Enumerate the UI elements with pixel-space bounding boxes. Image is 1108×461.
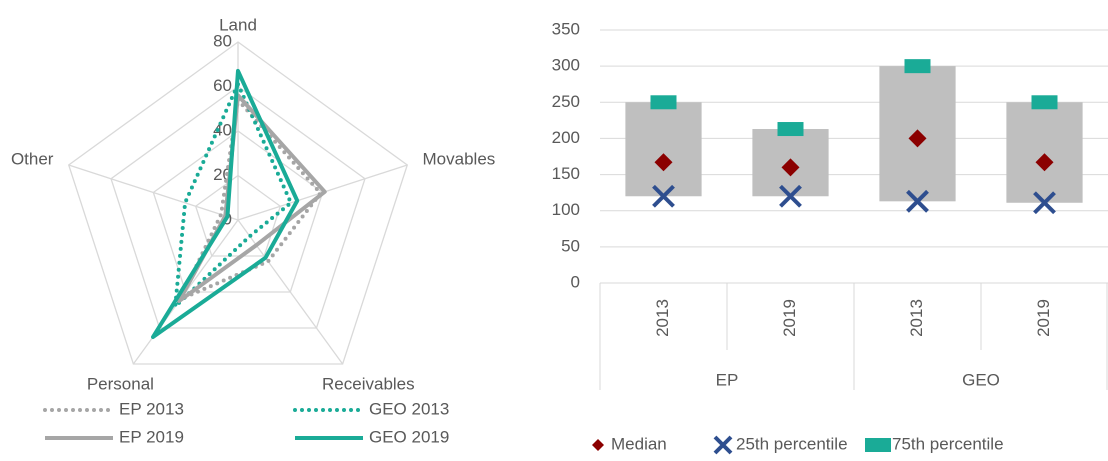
series-line xyxy=(178,97,323,302)
legend-label: GEO 2013 xyxy=(369,399,449,418)
x-tick-label: 2019 xyxy=(1034,299,1053,337)
legend-label: GEO 2019 xyxy=(369,427,449,446)
series-line xyxy=(150,68,300,340)
marker xyxy=(908,129,927,148)
legend-swatch xyxy=(592,439,604,451)
y-tick-label: 200 xyxy=(552,128,580,147)
legend-label: 75th percentile xyxy=(892,434,1004,453)
legend-label: 25th percentile xyxy=(736,434,848,453)
grid-ring xyxy=(110,85,366,329)
y-tick-label: 350 xyxy=(552,19,580,38)
marker xyxy=(654,153,673,172)
y-tick-label: 0 xyxy=(571,272,580,291)
y-tick-label: 150 xyxy=(552,164,580,183)
group-label: EP xyxy=(716,370,739,389)
marker xyxy=(1035,153,1054,172)
legend-label: Median xyxy=(611,434,667,453)
marker xyxy=(650,95,677,110)
range-bar xyxy=(1006,102,1083,203)
legend-label: EP 2013 xyxy=(119,399,184,418)
marker xyxy=(777,122,804,137)
y-tick-label: 100 xyxy=(552,200,580,219)
grid-ring xyxy=(67,41,409,365)
marker xyxy=(906,189,929,213)
range-bar xyxy=(625,102,702,197)
axis-label: Receivables xyxy=(322,374,415,393)
x-tick-label: 2013 xyxy=(907,299,926,337)
grid-ring xyxy=(152,130,324,293)
y-tick-label: 250 xyxy=(552,92,580,111)
axis-label: Personal xyxy=(87,374,154,393)
marker xyxy=(779,184,802,208)
x-tick-label: 2019 xyxy=(780,299,799,337)
marker xyxy=(904,59,931,74)
marker xyxy=(652,184,675,208)
axis-label: Land xyxy=(219,15,257,34)
marker xyxy=(1033,191,1056,215)
group-label: GEO xyxy=(962,370,1000,389)
r-tick-label: 40 xyxy=(213,120,232,139)
y-tick-label: 300 xyxy=(552,56,580,75)
r-tick-label: 80 xyxy=(213,31,232,50)
r-tick-label: 60 xyxy=(213,76,232,95)
legend-swatch xyxy=(865,438,891,452)
marker xyxy=(781,158,800,177)
y-tick-label: 50 xyxy=(561,236,580,255)
x-tick-label: 2013 xyxy=(653,299,672,337)
spoke xyxy=(68,164,239,221)
legend-swatch xyxy=(713,435,733,455)
axis-label: Movables xyxy=(423,150,496,169)
legend-label: EP 2019 xyxy=(119,427,184,446)
axis-label: Other xyxy=(11,150,54,169)
marker xyxy=(1031,95,1058,110)
